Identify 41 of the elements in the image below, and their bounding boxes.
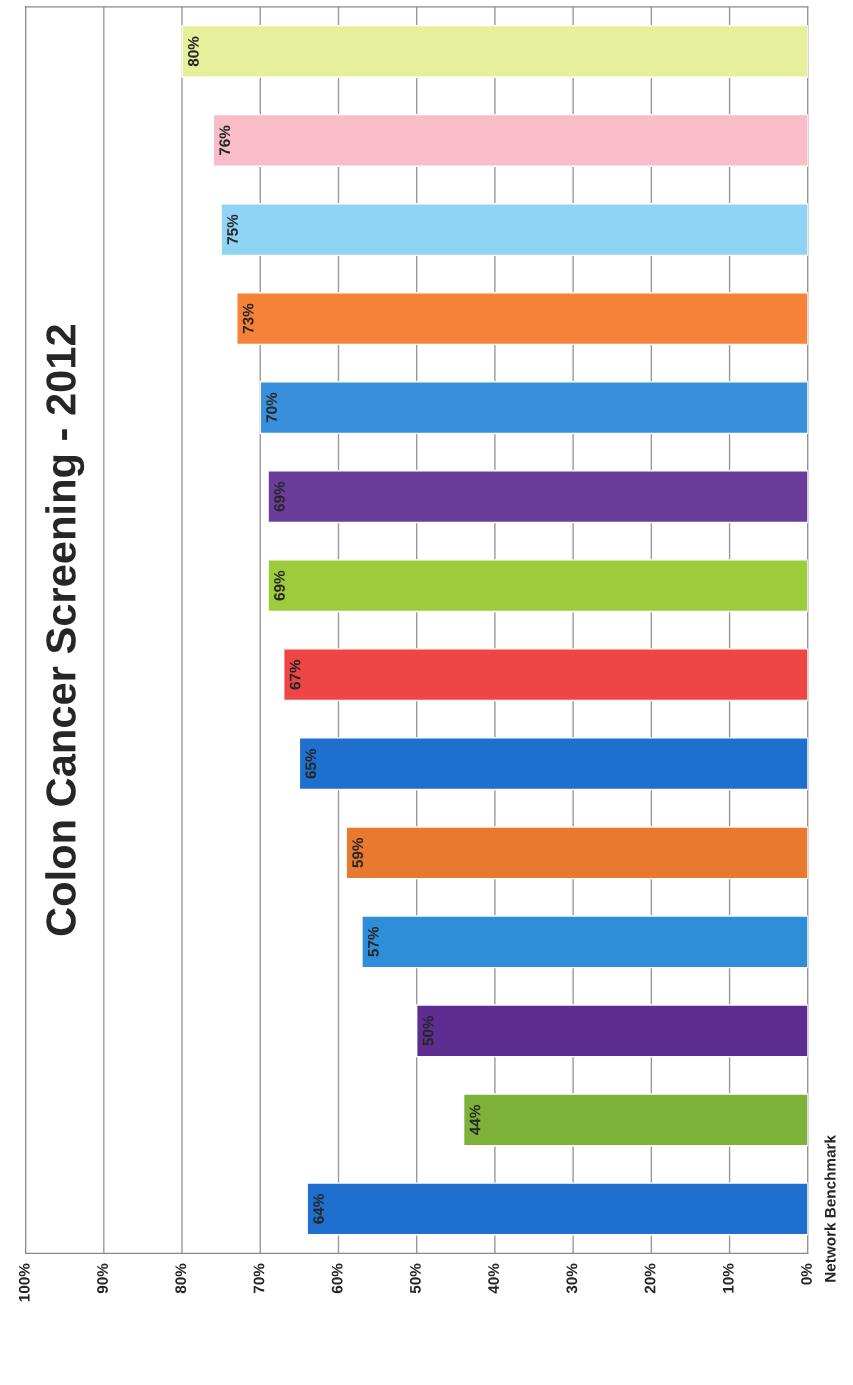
- x-tick-label: 100%: [18, 1263, 30, 1302]
- bar: [220, 202, 808, 257]
- data-label: 75%: [227, 214, 238, 245]
- data-label: 59%: [352, 837, 364, 868]
- x-tick-label: 90%: [97, 1263, 108, 1294]
- bar: [361, 915, 808, 969]
- data-label: 69%: [274, 570, 285, 601]
- data-label: 76%: [219, 125, 231, 156]
- x-tick-label: 0%: [801, 1263, 812, 1285]
- bar: [236, 292, 808, 346]
- bar: [306, 1182, 808, 1236]
- text: Colon Cancer Screening - 2012: [45, 325, 85, 936]
- x-tick-label: 10%: [722, 1263, 734, 1293]
- bar: [212, 113, 808, 167]
- data-label: 73%: [242, 303, 254, 334]
- bar: [415, 1004, 808, 1058]
- data-label: 64%: [313, 1194, 324, 1224]
- x-tick-label: 60%: [331, 1263, 343, 1294]
- bar: [298, 737, 808, 791]
- bar: [181, 24, 808, 78]
- data-label: 69%: [274, 481, 285, 512]
- bar: [267, 470, 808, 524]
- y-tick-label: Network Benchmark: [824, 1135, 836, 1282]
- data-label: 44%: [469, 1104, 481, 1135]
- data-label: 70%: [266, 392, 278, 423]
- bar: [283, 648, 808, 702]
- x-tick-label: 70%: [253, 1263, 265, 1294]
- x-tick-label: 50%: [409, 1263, 421, 1294]
- x-tick-label: 30%: [566, 1263, 578, 1294]
- bar: [259, 381, 808, 435]
- data-label: 57%: [367, 926, 379, 957]
- bar: [345, 826, 808, 880]
- data-label: 80%: [187, 36, 199, 67]
- x-tick-label: 40%: [488, 1263, 500, 1294]
- bar: [267, 559, 808, 613]
- data-label: 50%: [422, 1015, 434, 1046]
- data-label: 65%: [305, 748, 317, 779]
- x-tick-label: 20%: [644, 1263, 656, 1294]
- bar: [462, 1093, 808, 1147]
- x-tick-label: 80%: [175, 1263, 187, 1294]
- data-label: 67%: [289, 659, 301, 690]
